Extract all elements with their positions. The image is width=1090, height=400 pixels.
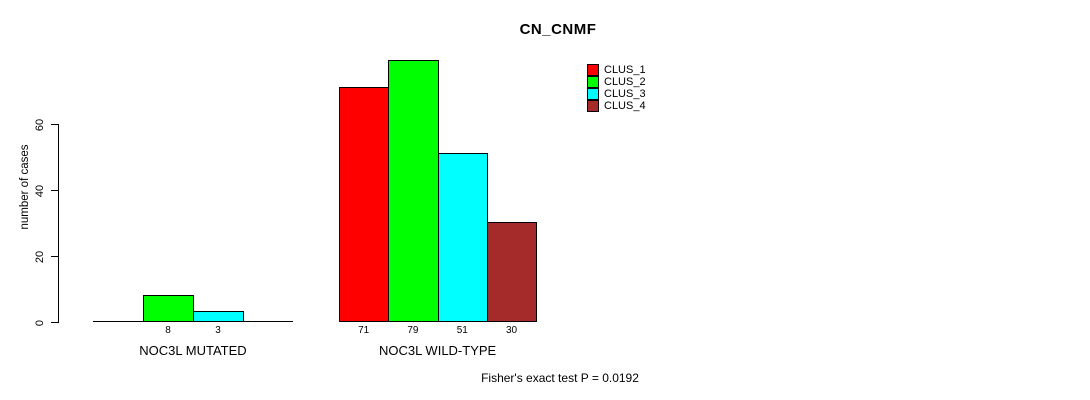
group-label: NOC3L WILD-TYPE bbox=[378, 343, 497, 358]
y-tick bbox=[51, 256, 58, 257]
y-tick bbox=[51, 322, 58, 323]
legend-item: CLUS_2 bbox=[587, 76, 646, 88]
legend: CLUS_1 CLUS_2 CLUS_3 CLUS_4 bbox=[587, 64, 646, 112]
y-tick-label: 40 bbox=[34, 184, 46, 197]
y-tick-label: 0 bbox=[34, 319, 46, 326]
bar-value-label: 3 bbox=[215, 325, 221, 336]
y-tick bbox=[51, 190, 58, 191]
y-axis-line bbox=[58, 124, 59, 323]
legend-label: CLUS_4 bbox=[604, 100, 646, 112]
bar-clus_3 bbox=[193, 311, 244, 322]
y-tick-label: 60 bbox=[34, 118, 46, 131]
bar-value-label: 79 bbox=[407, 325, 419, 336]
legend-swatch bbox=[587, 76, 599, 88]
legend-label: CLUS_1 bbox=[604, 64, 646, 76]
group-label: NOC3L MUTATED bbox=[139, 343, 247, 358]
legend-label: CLUS_2 bbox=[604, 76, 646, 88]
bar-clus_4 bbox=[486, 222, 538, 322]
bar-value-label: 51 bbox=[456, 325, 468, 336]
bar-clus_1 bbox=[339, 86, 390, 322]
bar-clus_2 bbox=[143, 294, 194, 322]
legend-swatch bbox=[587, 100, 599, 112]
chart-title: CN_CNMF bbox=[519, 21, 597, 38]
bar-value-label: 8 bbox=[165, 325, 171, 336]
y-tick bbox=[51, 124, 58, 125]
y-tick-label: 20 bbox=[34, 250, 46, 263]
bar-clus_2 bbox=[388, 60, 439, 322]
legend-swatch bbox=[587, 64, 599, 76]
bar-value-label: 71 bbox=[358, 325, 370, 336]
legend-item: CLUS_1 bbox=[587, 64, 646, 76]
legend-label: CLUS_3 bbox=[604, 88, 646, 100]
legend-item: CLUS_3 bbox=[587, 88, 646, 100]
legend-swatch bbox=[587, 88, 599, 100]
bar-value-label: 30 bbox=[505, 325, 518, 336]
legend-item: CLUS_4 bbox=[587, 100, 646, 112]
y-axis-label: number of cases bbox=[19, 144, 31, 230]
bar-clus_3 bbox=[437, 152, 488, 322]
annotation-text: Fisher's exact test P = 0.0192 bbox=[481, 371, 639, 385]
